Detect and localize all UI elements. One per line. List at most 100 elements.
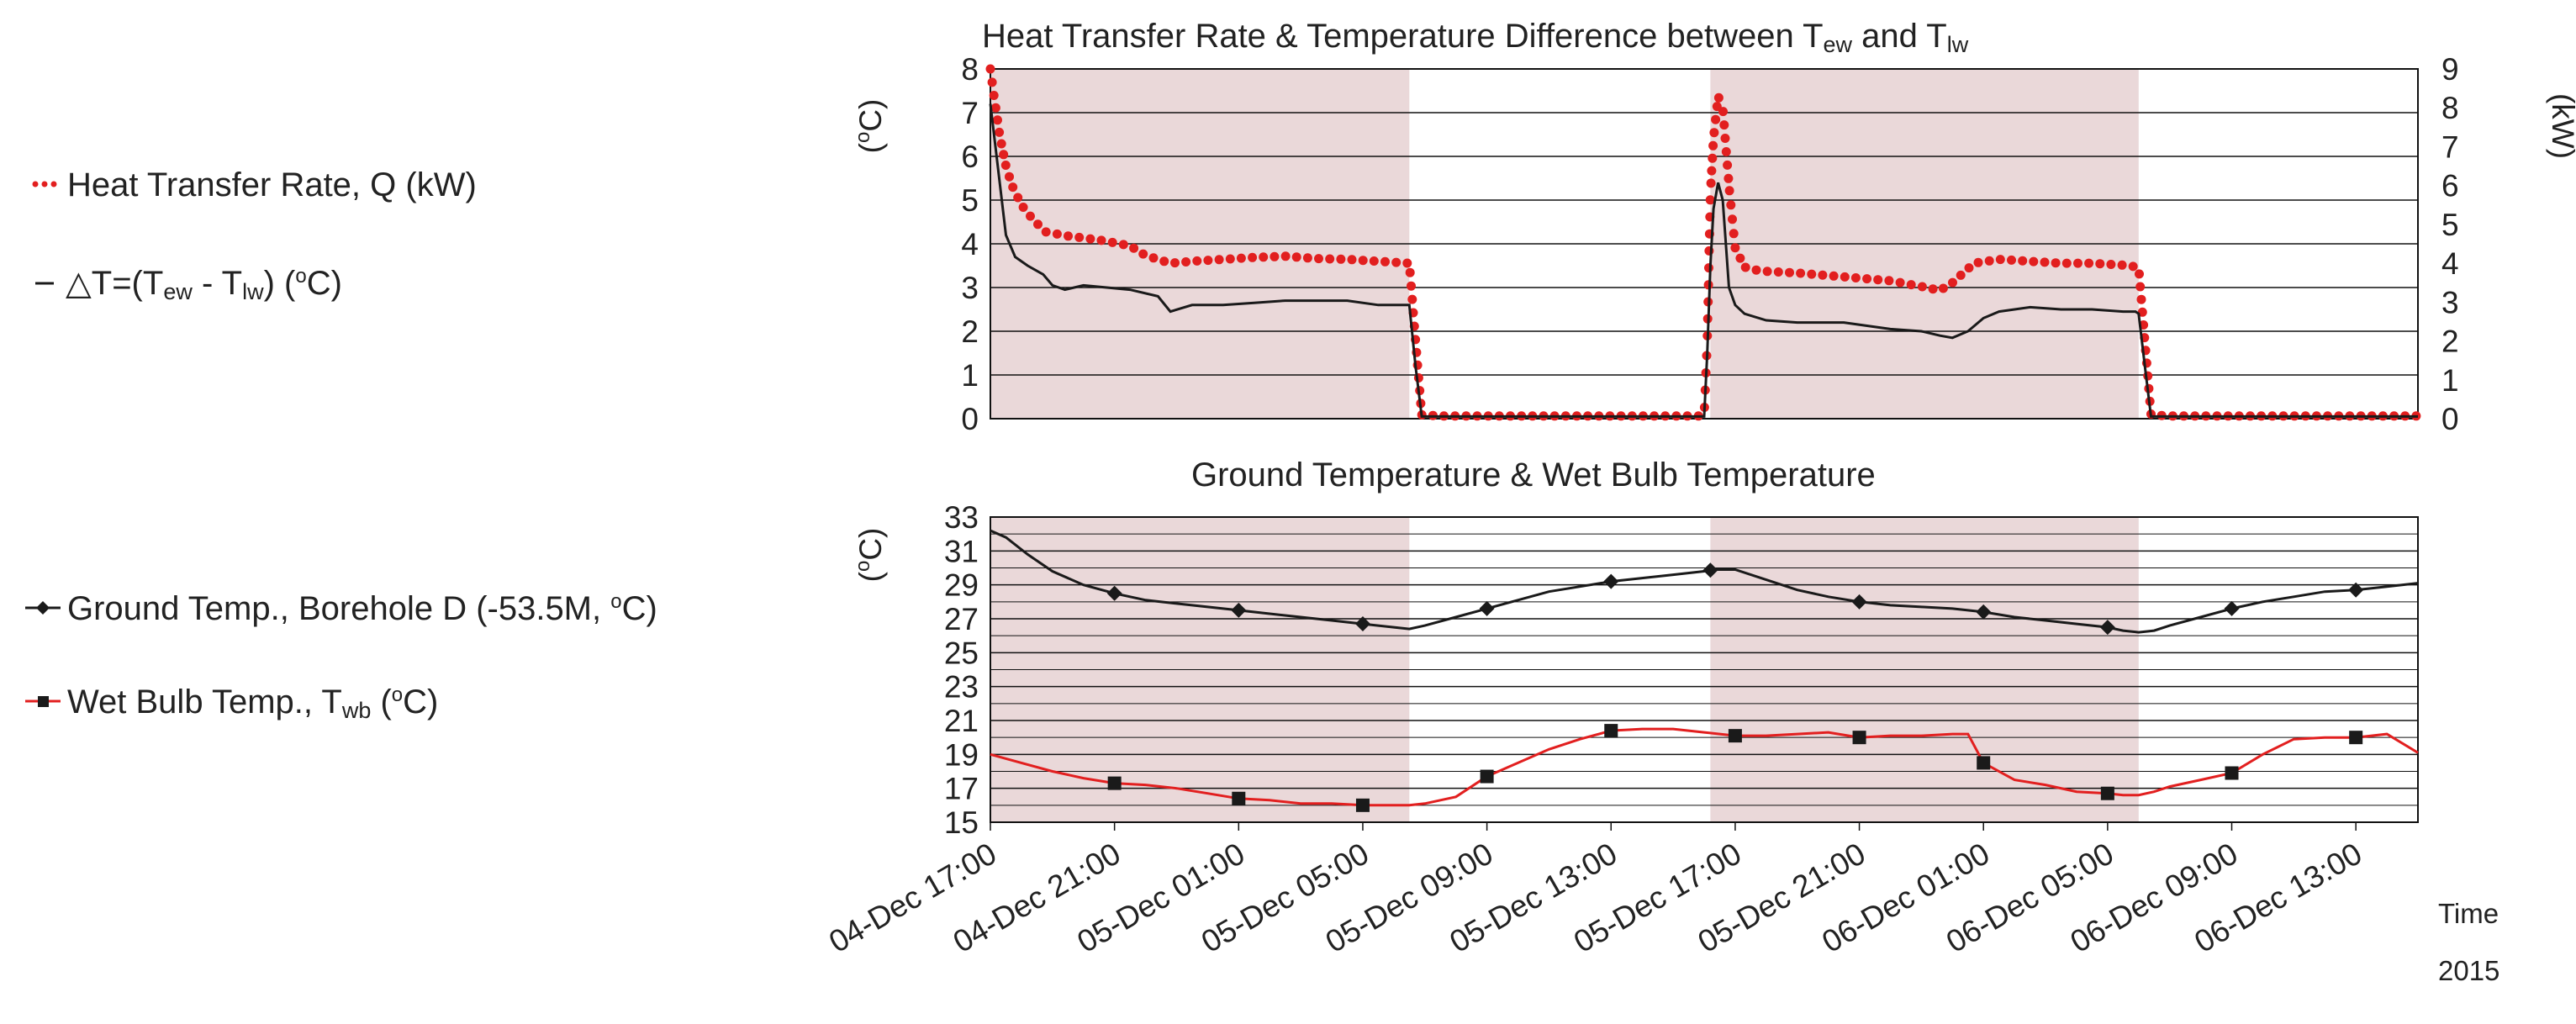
q-data-point: [1730, 243, 1740, 253]
x-axis-time-label: Time: [2438, 898, 2499, 929]
q-data-point: [989, 91, 999, 100]
q-data-point: [1181, 257, 1191, 267]
bottom-y-tick: 25: [944, 636, 979, 670]
q-data-point: [2084, 258, 2094, 268]
q-data-point: [1829, 271, 1839, 281]
q-data-point: [1085, 234, 1095, 244]
wet-bulb-point: [2225, 766, 2239, 780]
q-data-point: [2095, 259, 2105, 269]
q-data-point: [1729, 229, 1739, 239]
q-data-point: [1391, 257, 1401, 267]
q-data-point: [1270, 251, 1280, 261]
top-y-tick-right: 7: [2441, 129, 2459, 164]
q-data-point: [1708, 153, 1718, 163]
q-data-point: [1005, 172, 1014, 182]
top-y-tick-left: 8: [961, 52, 979, 87]
q-data-point: [1325, 254, 1335, 264]
series-delta-t: [989, 103, 2418, 418]
legend-dot-3: [50, 181, 57, 187]
wet-bulb-point: [1480, 769, 1494, 784]
q-data-point: [1225, 254, 1235, 264]
q-data-point: [1709, 128, 1719, 138]
q-data-point: [1192, 256, 1202, 266]
q-data-point: [1052, 229, 1062, 239]
q-data-point: [1964, 263, 1974, 273]
legend-bottom: Ground Temp., Borehole D (-53.5M, oC) We…: [25, 590, 657, 723]
q-data-point: [1723, 173, 1734, 183]
legend-item-heat-transfer-rate: Heat Transfer Rate, Q (kW): [32, 166, 477, 203]
q-data-point: [1041, 227, 1051, 237]
q-data-point: [1314, 254, 1323, 264]
wet-bulb-point: [1604, 724, 1618, 738]
q-data-point: [1302, 253, 1312, 263]
q-data-point: [1064, 231, 1073, 241]
q-data-point: [1984, 256, 1994, 266]
q-data-point: [1336, 254, 1346, 264]
q-data-point: [1735, 253, 1745, 263]
q-data-point: [2007, 255, 2016, 265]
q-data-point: [1726, 200, 1736, 210]
q-data-point: [1906, 280, 1916, 290]
q-data-point: [2018, 256, 2028, 266]
q-data-point: [1862, 274, 1872, 284]
wet-bulb-point: [1232, 791, 1246, 805]
q-data-point: [1705, 195, 1715, 205]
top-y-tick-right: 5: [2441, 208, 2459, 242]
legend-dot-2: [41, 181, 48, 187]
q-data-point: [1718, 107, 1728, 117]
top-y-axis-label-left: (oC): [852, 99, 888, 154]
q-data-point: [1000, 161, 1011, 170]
top-y-tick-right: 6: [2441, 169, 2459, 203]
top-y-ticks-left: 0 1 2 3 4 5 6 7 8: [961, 52, 979, 436]
top-y-tick-left: 0: [961, 402, 979, 436]
ground-temp-point: [1851, 594, 1867, 610]
q-data-point: [2137, 307, 2147, 317]
legend-item-delta-t: △T=(Tew - Tlw) (oC): [35, 265, 342, 304]
legend-label-ground-temp: Ground Temp., Borehole D (-53.5M, oC): [67, 590, 657, 627]
bottom-y-tick: 21: [944, 704, 979, 738]
wet-bulb-point: [1977, 756, 1991, 770]
legend-dot-1: [32, 181, 39, 187]
legend-diamond-icon: [36, 601, 50, 615]
q-data-point: [1751, 265, 1761, 275]
wet-bulb-markers: [1107, 724, 2363, 812]
q-data-point: [1704, 263, 1713, 273]
top-y-tick-left: 7: [961, 96, 979, 130]
q-data-point: [2135, 282, 2146, 292]
legend-label-heat-transfer-rate: Heat Transfer Rate, Q (kW): [67, 166, 477, 203]
q-data-point: [1129, 243, 1139, 253]
q-data-point: [1724, 186, 1734, 196]
q-data-point: [1159, 256, 1169, 267]
q-data-point: [2040, 257, 2050, 267]
q-data-point: [1720, 134, 1730, 143]
q-data-point: [1008, 182, 1018, 193]
q-data-point: [1850, 273, 1861, 282]
bottom-gridlines: [990, 533, 2418, 806]
legend-item-wet-bulb: Wet Bulb Temp., Twb (oC): [25, 684, 438, 723]
top-y-tick-right: 2: [2441, 325, 2459, 359]
bottom-y-tick: 17: [944, 772, 979, 806]
q-data-point: [1728, 214, 1737, 224]
q-data-point: [1358, 256, 1368, 266]
legend-label-delta-t: △T=(Tew - Tlw) (oC): [66, 265, 342, 304]
top-chart-title: Heat Transfer Rate & Temperature Differe…: [982, 18, 1969, 57]
ground-temp-point: [1354, 616, 1370, 632]
q-data-point: [1026, 211, 1035, 221]
q-data-point: [1107, 237, 1117, 247]
q-data-point: [1938, 283, 1948, 293]
ground-temp-point: [1603, 573, 1619, 589]
q-data-point: [1818, 270, 1828, 280]
q-data-point: [1712, 102, 1722, 112]
wet-bulb-point: [1355, 798, 1370, 812]
ground-temp-point: [2224, 600, 2240, 616]
q-data-point: [1033, 219, 1043, 230]
q-data-point: [1895, 277, 1905, 288]
q-data-point: [1118, 240, 1128, 250]
q-data-point: [999, 150, 1009, 160]
legend-square-icon: [38, 696, 49, 707]
top-chart: 0 1 2 3 4 5 6 7 8 0 1 2 3 4 5 6 7 8 9 Heat Transfer Rate …: [852, 18, 2576, 436]
x-axis-year-label: 2015: [2438, 955, 2499, 986]
wet-bulb-point: [1852, 731, 1866, 745]
top-y-ticks-right: 0 1 2 3 4 5 6 7 8 9: [2441, 52, 2459, 436]
q-data-point: [1785, 267, 1794, 277]
